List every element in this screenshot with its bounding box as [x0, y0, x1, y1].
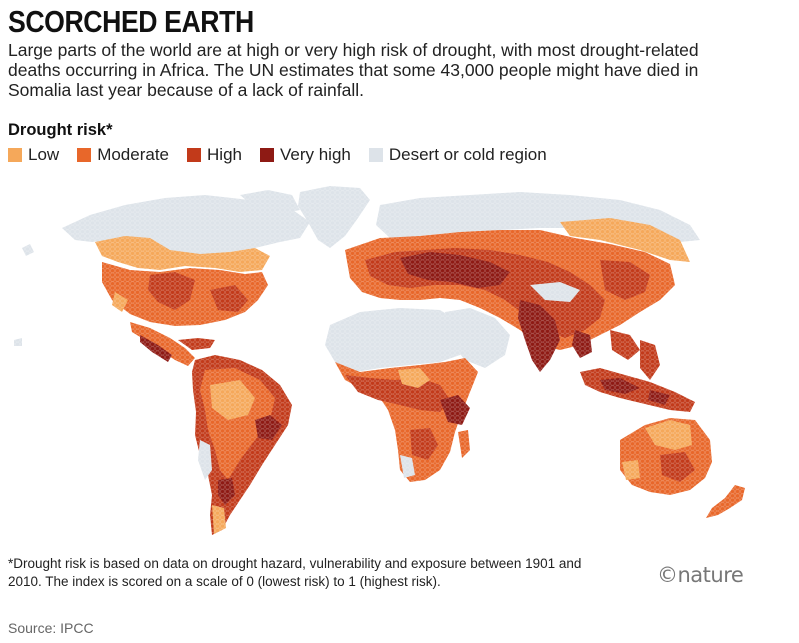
- new-zealand: [706, 485, 745, 518]
- nature-logo: ©nature: [657, 563, 744, 587]
- south-america: [192, 355, 292, 535]
- legend-item-desert: Desert or cold region: [368, 145, 547, 165]
- page-title: SCORCHED EARTH: [8, 4, 254, 39]
- region-high: [640, 340, 660, 380]
- legend-item-low: Low: [8, 145, 59, 165]
- legend-title: Drought risk*: [8, 121, 113, 139]
- world-drought-map: [0, 180, 799, 550]
- legend-label-low: Low: [28, 145, 60, 164]
- legend-label-desert: Desert or cold region: [388, 145, 547, 164]
- region-high: [580, 368, 695, 412]
- legend-swatch-moderate: [77, 148, 92, 162]
- africa: [325, 308, 478, 482]
- legend-item-moderate: Moderate: [77, 145, 169, 165]
- region-high: [610, 330, 640, 360]
- region-cold: [22, 244, 34, 256]
- region-low: [622, 460, 640, 480]
- legend-swatch-desert: [368, 148, 383, 162]
- legend-label-moderate: Moderate: [97, 145, 170, 164]
- source-note: Source: IPCC: [8, 620, 94, 636]
- legend: Low Moderate High Very high Desert or co…: [8, 145, 565, 165]
- page-subtitle: Large parts of the world are at high or …: [8, 40, 699, 100]
- southeast-asia: [580, 368, 695, 412]
- greenland: [298, 186, 370, 248]
- region-cold: [14, 338, 22, 346]
- region-low: [212, 505, 226, 534]
- legend-label-very-high: Very high: [279, 145, 351, 164]
- australia: [620, 418, 712, 495]
- footnote: *Drought risk is based on data on drough…: [8, 556, 582, 589]
- legend-swatch-very-high: [259, 148, 274, 162]
- legend-swatch-high: [187, 148, 202, 162]
- legend-item-high: High: [187, 145, 242, 165]
- legend-swatch-low: [8, 148, 22, 162]
- region-moderate: [458, 430, 470, 458]
- legend-label-high: High: [207, 145, 242, 164]
- legend-item-very-high: Very high: [259, 145, 351, 165]
- north-america: [14, 190, 310, 366]
